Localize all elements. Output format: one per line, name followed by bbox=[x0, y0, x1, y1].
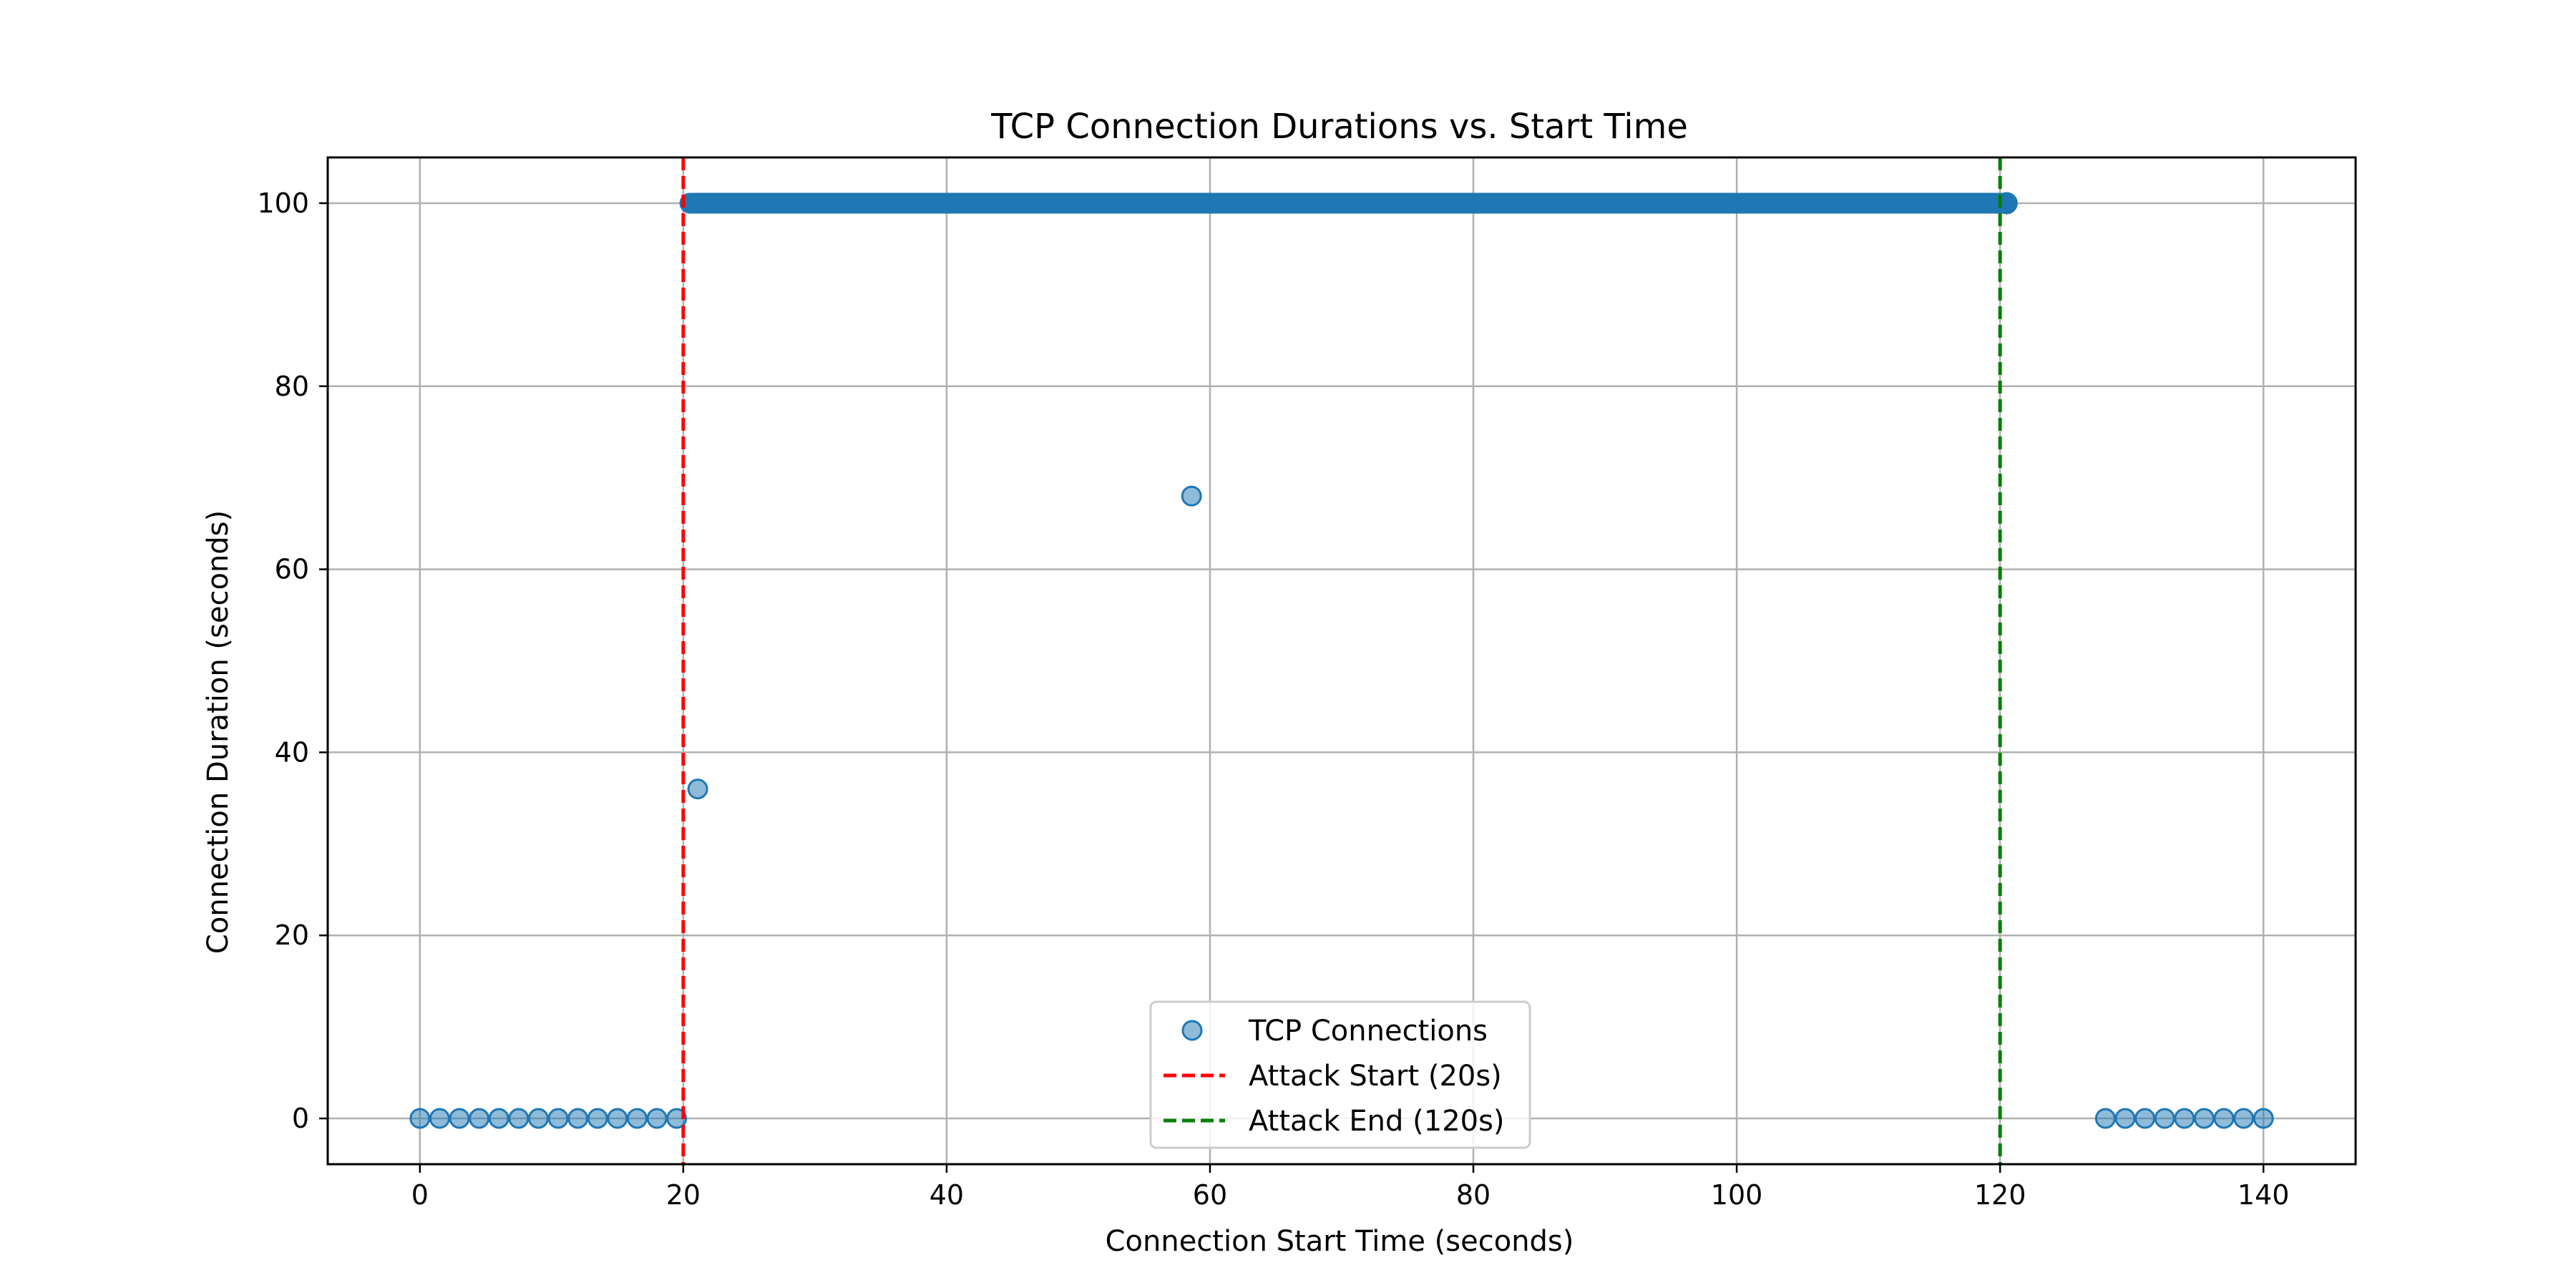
scatter-points bbox=[409, 485, 2274, 1129]
scatter-point bbox=[687, 779, 708, 800]
legend-box bbox=[1149, 1000, 1531, 1149]
y-tick-label: 60 bbox=[275, 554, 309, 585]
y-tick-label: 40 bbox=[275, 736, 309, 768]
x-tick-label: 0 bbox=[411, 1179, 429, 1211]
scatter-point bbox=[2094, 1108, 2116, 1129]
scatter-point bbox=[2174, 1108, 2195, 1129]
y-tick-label: 0 bbox=[292, 1103, 309, 1134]
scatter-point bbox=[1181, 485, 1202, 507]
scatter-point bbox=[409, 1108, 431, 1129]
y-tick-label: 80 bbox=[275, 371, 309, 402]
scatter-point bbox=[508, 1108, 530, 1129]
scatter-point bbox=[429, 1108, 450, 1129]
x-tick-label: 40 bbox=[930, 1179, 964, 1211]
plot-frame bbox=[326, 156, 2357, 1166]
legend-marker-tcp-connections bbox=[1181, 1020, 1203, 1041]
chart-title: TCP Connection Durations vs. Start Time bbox=[990, 107, 1688, 147]
scatter-point bbox=[547, 1108, 569, 1129]
x-axis-ticks: 0 20 40 60 80 100 120 140 bbox=[411, 1164, 2290, 1211]
scatter-point bbox=[2154, 1108, 2175, 1129]
scatter-point bbox=[2233, 1108, 2255, 1129]
y-axis-title: Connection Duration (seconds) bbox=[202, 510, 235, 954]
y-axis-ticks: 0 20 40 60 80 100 bbox=[257, 187, 328, 1134]
scatter-point bbox=[2253, 1108, 2274, 1129]
scatter-point bbox=[646, 1108, 668, 1129]
x-tick-label: 120 bbox=[1974, 1179, 2026, 1211]
legend-label-attack-end: Attack End (120s) bbox=[1249, 1105, 1505, 1138]
x-tick-label: 60 bbox=[1193, 1179, 1227, 1211]
scatter-point bbox=[607, 1108, 628, 1129]
scatter-point bbox=[2114, 1108, 2136, 1129]
legend: TCP Connections Attack Start (20s) Attac… bbox=[1149, 1000, 1531, 1149]
dense-band-layer bbox=[679, 192, 2018, 215]
scatter-point bbox=[449, 1108, 470, 1129]
scatter-point bbox=[626, 1108, 648, 1129]
y-tick-label: 100 bbox=[257, 187, 309, 219]
scatter-point bbox=[666, 1108, 688, 1129]
legend-label-attack-start: Attack Start (20s) bbox=[1249, 1060, 1502, 1093]
y-tick-label: 20 bbox=[275, 919, 309, 951]
scatter-point bbox=[527, 1108, 549, 1129]
scatter-point bbox=[587, 1108, 608, 1129]
scatter-point bbox=[469, 1108, 490, 1129]
legend-label-tcp-connections: TCP Connections bbox=[1248, 1015, 1488, 1048]
vertical-lines bbox=[681, 157, 2002, 1164]
x-tick-label: 80 bbox=[1456, 1179, 1491, 1211]
scatter-point bbox=[488, 1108, 509, 1129]
x-tick-label: 100 bbox=[1711, 1179, 1763, 1211]
scatter-point bbox=[2193, 1108, 2215, 1129]
scatter-point bbox=[567, 1108, 589, 1129]
x-tick-label: 140 bbox=[2238, 1179, 2290, 1211]
scatter-point bbox=[2213, 1108, 2235, 1129]
x-axis-title: Connection Start Time (seconds) bbox=[1106, 1225, 1574, 1258]
x-tick-label: 20 bbox=[666, 1179, 701, 1211]
scatter-point bbox=[2135, 1108, 2156, 1129]
